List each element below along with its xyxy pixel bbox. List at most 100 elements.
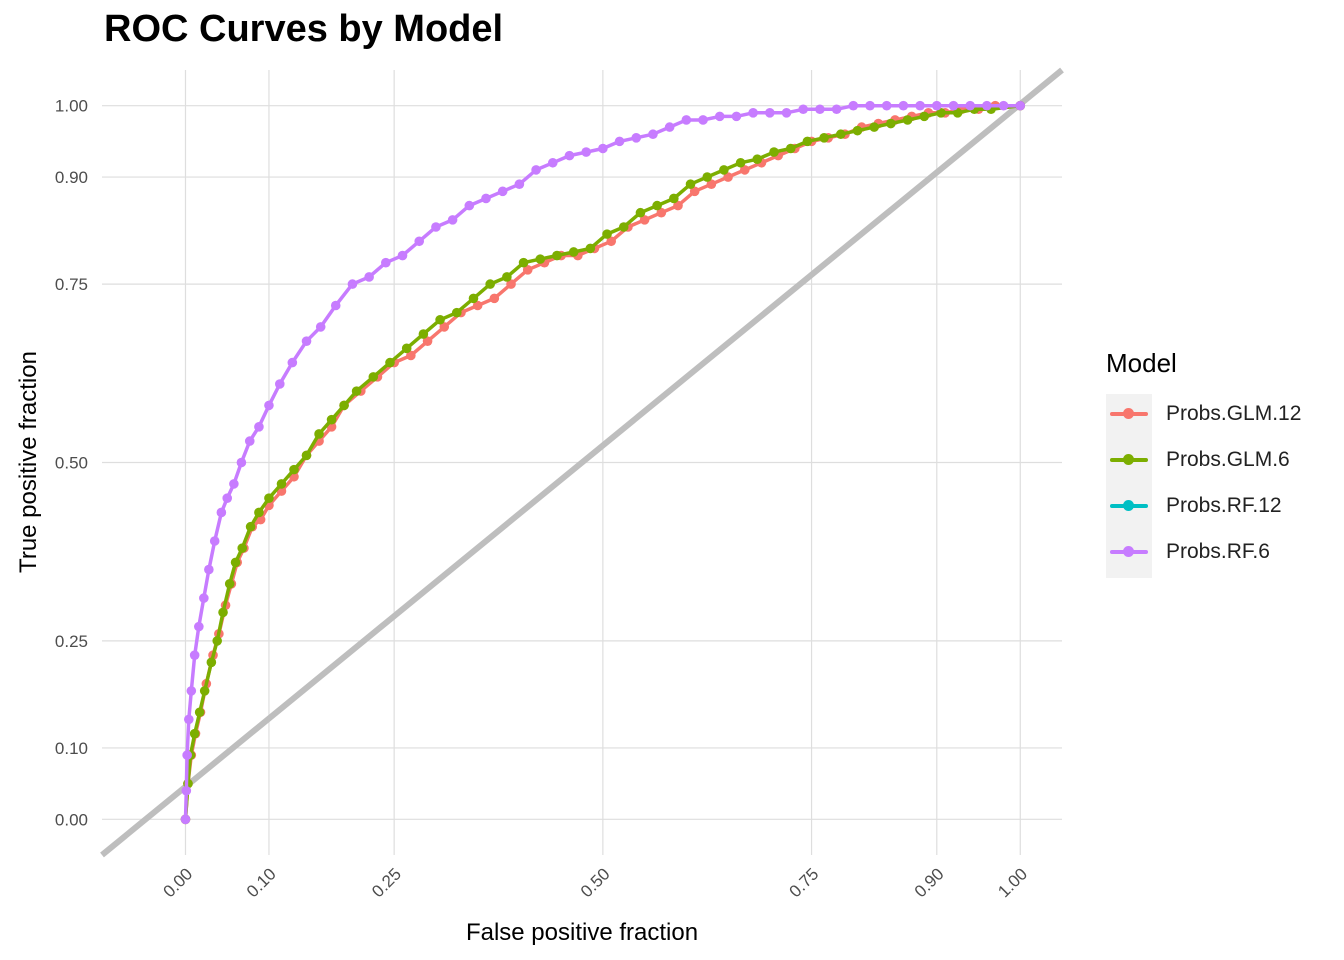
y-tick-label: 1.00: [55, 97, 88, 116]
data-point: [506, 279, 516, 289]
data-point: [706, 179, 717, 189]
data-point: [199, 686, 210, 696]
legend-point: [1123, 454, 1134, 465]
data-point: [702, 172, 713, 182]
data-point: [194, 707, 205, 718]
reference-line: [100, 67, 1064, 858]
data-point: [364, 272, 374, 282]
data-point: [289, 464, 299, 475]
data-point: [869, 122, 879, 132]
data-point: [919, 111, 930, 122]
data-point: [414, 236, 425, 247]
data-point: [222, 493, 233, 503]
data-point: [347, 279, 358, 289]
legend-title: Model: [1106, 348, 1177, 378]
data-point: [212, 636, 222, 646]
data-point: [184, 714, 194, 725]
data-point: [229, 479, 239, 489]
y-axis-title: True positive fraction: [15, 351, 42, 573]
series-probs-rf-6: [180, 100, 1026, 825]
data-point: [435, 314, 445, 325]
data-point: [614, 136, 625, 147]
data-point: [406, 350, 416, 361]
data-point: [631, 132, 642, 143]
data-point: [439, 322, 450, 332]
data-point: [230, 557, 241, 568]
legend-label: Probs.RF.12: [1166, 494, 1282, 517]
data-point: [886, 118, 896, 129]
data-point: [301, 336, 312, 346]
data-point: [502, 272, 512, 282]
x-tick-label: 0.00: [159, 864, 196, 901]
data-point: [723, 172, 733, 182]
data-point: [401, 343, 412, 354]
data-point: [714, 111, 725, 122]
data-point: [552, 250, 562, 261]
data-point: [585, 243, 596, 254]
data-point: [765, 108, 775, 118]
data-point: [264, 400, 274, 411]
data-point: [798, 104, 809, 115]
data-point: [982, 100, 992, 111]
data-point: [224, 579, 235, 589]
data-point: [819, 132, 829, 143]
legend-swatch: [1106, 391, 1152, 437]
data-point: [464, 200, 475, 211]
series-layer: [180, 100, 1026, 825]
data-point: [881, 100, 892, 111]
data-point: [564, 150, 575, 161]
legend-item-probs-rf-12: Probs.RF.12: [1106, 483, 1301, 529]
data-point: [531, 165, 541, 175]
data-point: [368, 372, 379, 382]
legend-label: Probs.RF.6: [1166, 540, 1270, 563]
data-point: [689, 186, 700, 197]
data-point: [602, 229, 612, 239]
data-point: [485, 279, 495, 289]
data-point: [915, 100, 925, 111]
data-point: [652, 200, 662, 211]
x-axis-title: False positive fraction: [466, 919, 698, 946]
data-point: [656, 207, 667, 218]
data-point: [181, 785, 192, 796]
data-point: [835, 129, 846, 140]
data-point: [752, 154, 763, 165]
legend: Model Probs.GLM.12 Probs.GLM.6 Probs.RF.12…: [1106, 348, 1301, 578]
data-point: [330, 300, 341, 311]
data-point: [315, 322, 326, 332]
legend-item-probs-glm-6: Probs.GLM.6: [1106, 437, 1301, 483]
data-point: [216, 507, 227, 518]
chart-title: ROC Curves by Model: [104, 8, 504, 50]
data-point: [781, 108, 792, 118]
data-point: [598, 143, 608, 154]
data-point: [189, 728, 200, 739]
data-point: [276, 479, 287, 489]
legend-swatch: [1106, 437, 1152, 483]
data-point: [998, 100, 1009, 111]
data-point: [182, 750, 192, 760]
data-point: [898, 100, 909, 111]
data-point: [451, 307, 462, 318]
data-point: [218, 607, 228, 618]
data-point: [468, 293, 479, 304]
data-point: [831, 104, 842, 115]
data-point: [852, 125, 863, 136]
data-point: [199, 593, 209, 603]
y-axis-ticks: 0.00 0.10 0.25 0.50 0.75 0.90 1.00: [55, 97, 88, 830]
data-point: [931, 100, 942, 111]
data-point: [244, 436, 255, 446]
y-tick-label: 0.00: [55, 810, 88, 829]
data-point: [719, 165, 729, 175]
legend-label: Probs.GLM.6: [1166, 448, 1290, 471]
data-point: [547, 157, 558, 168]
data-point: [481, 193, 491, 204]
data-point: [735, 157, 746, 168]
data-point: [204, 564, 214, 575]
data-point: [948, 100, 959, 111]
data-point: [326, 414, 337, 425]
data-point: [685, 179, 696, 189]
data-point: [431, 222, 441, 232]
data-point: [397, 250, 408, 261]
data-point: [618, 222, 629, 232]
data-point: [385, 357, 395, 368]
data-point: [936, 108, 946, 118]
